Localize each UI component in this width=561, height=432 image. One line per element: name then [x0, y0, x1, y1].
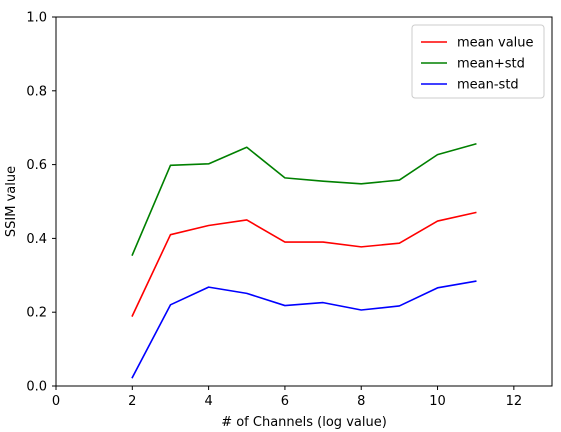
y-tick-label: 0.6 — [26, 158, 47, 173]
y-tick-label: 1.0 — [26, 11, 47, 26]
x-tick-label: 4 — [204, 394, 212, 409]
y-tick-label: 0.4 — [26, 232, 47, 247]
legend-label: mean+std — [457, 57, 525, 72]
legend-frame — [411, 24, 545, 99]
series-1 — [131, 211, 477, 317]
series-line-2 — [131, 142, 477, 257]
series-2 — [131, 142, 477, 257]
x-tick-label: 10 — [429, 394, 446, 409]
x-axis-ticks: 0 2 4 6 8 10 12 — [52, 386, 522, 409]
legend-label: mean-std — [457, 78, 519, 93]
series-3 — [131, 280, 477, 379]
series-layer — [131, 142, 477, 379]
series-line-1 — [131, 211, 477, 317]
legend-item: mean+std — [421, 57, 525, 72]
x-tick-label: 2 — [128, 394, 136, 409]
y-axis-label: SSIM value — [4, 166, 19, 237]
legend-label: mean value — [457, 36, 534, 51]
x-axis-label: # of Channels (log value) — [221, 415, 387, 430]
legend-item: mean-std — [421, 78, 519, 93]
legend-item: mean value — [421, 36, 534, 51]
x-tick-label: 12 — [506, 394, 523, 409]
y-tick-label: 0.0 — [26, 380, 47, 395]
x-tick-label: 6 — [281, 394, 289, 409]
x-tick-label: 0 — [52, 394, 60, 409]
y-axis-ticks: 0.0 0.2 0.4 0.6 0.8 1.0 — [26, 11, 56, 395]
x-tick-label: 8 — [357, 394, 365, 409]
y-tick-label: 0.2 — [26, 306, 47, 321]
y-tick-label: 0.8 — [26, 84, 47, 99]
plot-frame — [55, 16, 553, 387]
series-line-3 — [131, 280, 477, 379]
legend: mean value mean+std mean-std — [411, 24, 545, 99]
